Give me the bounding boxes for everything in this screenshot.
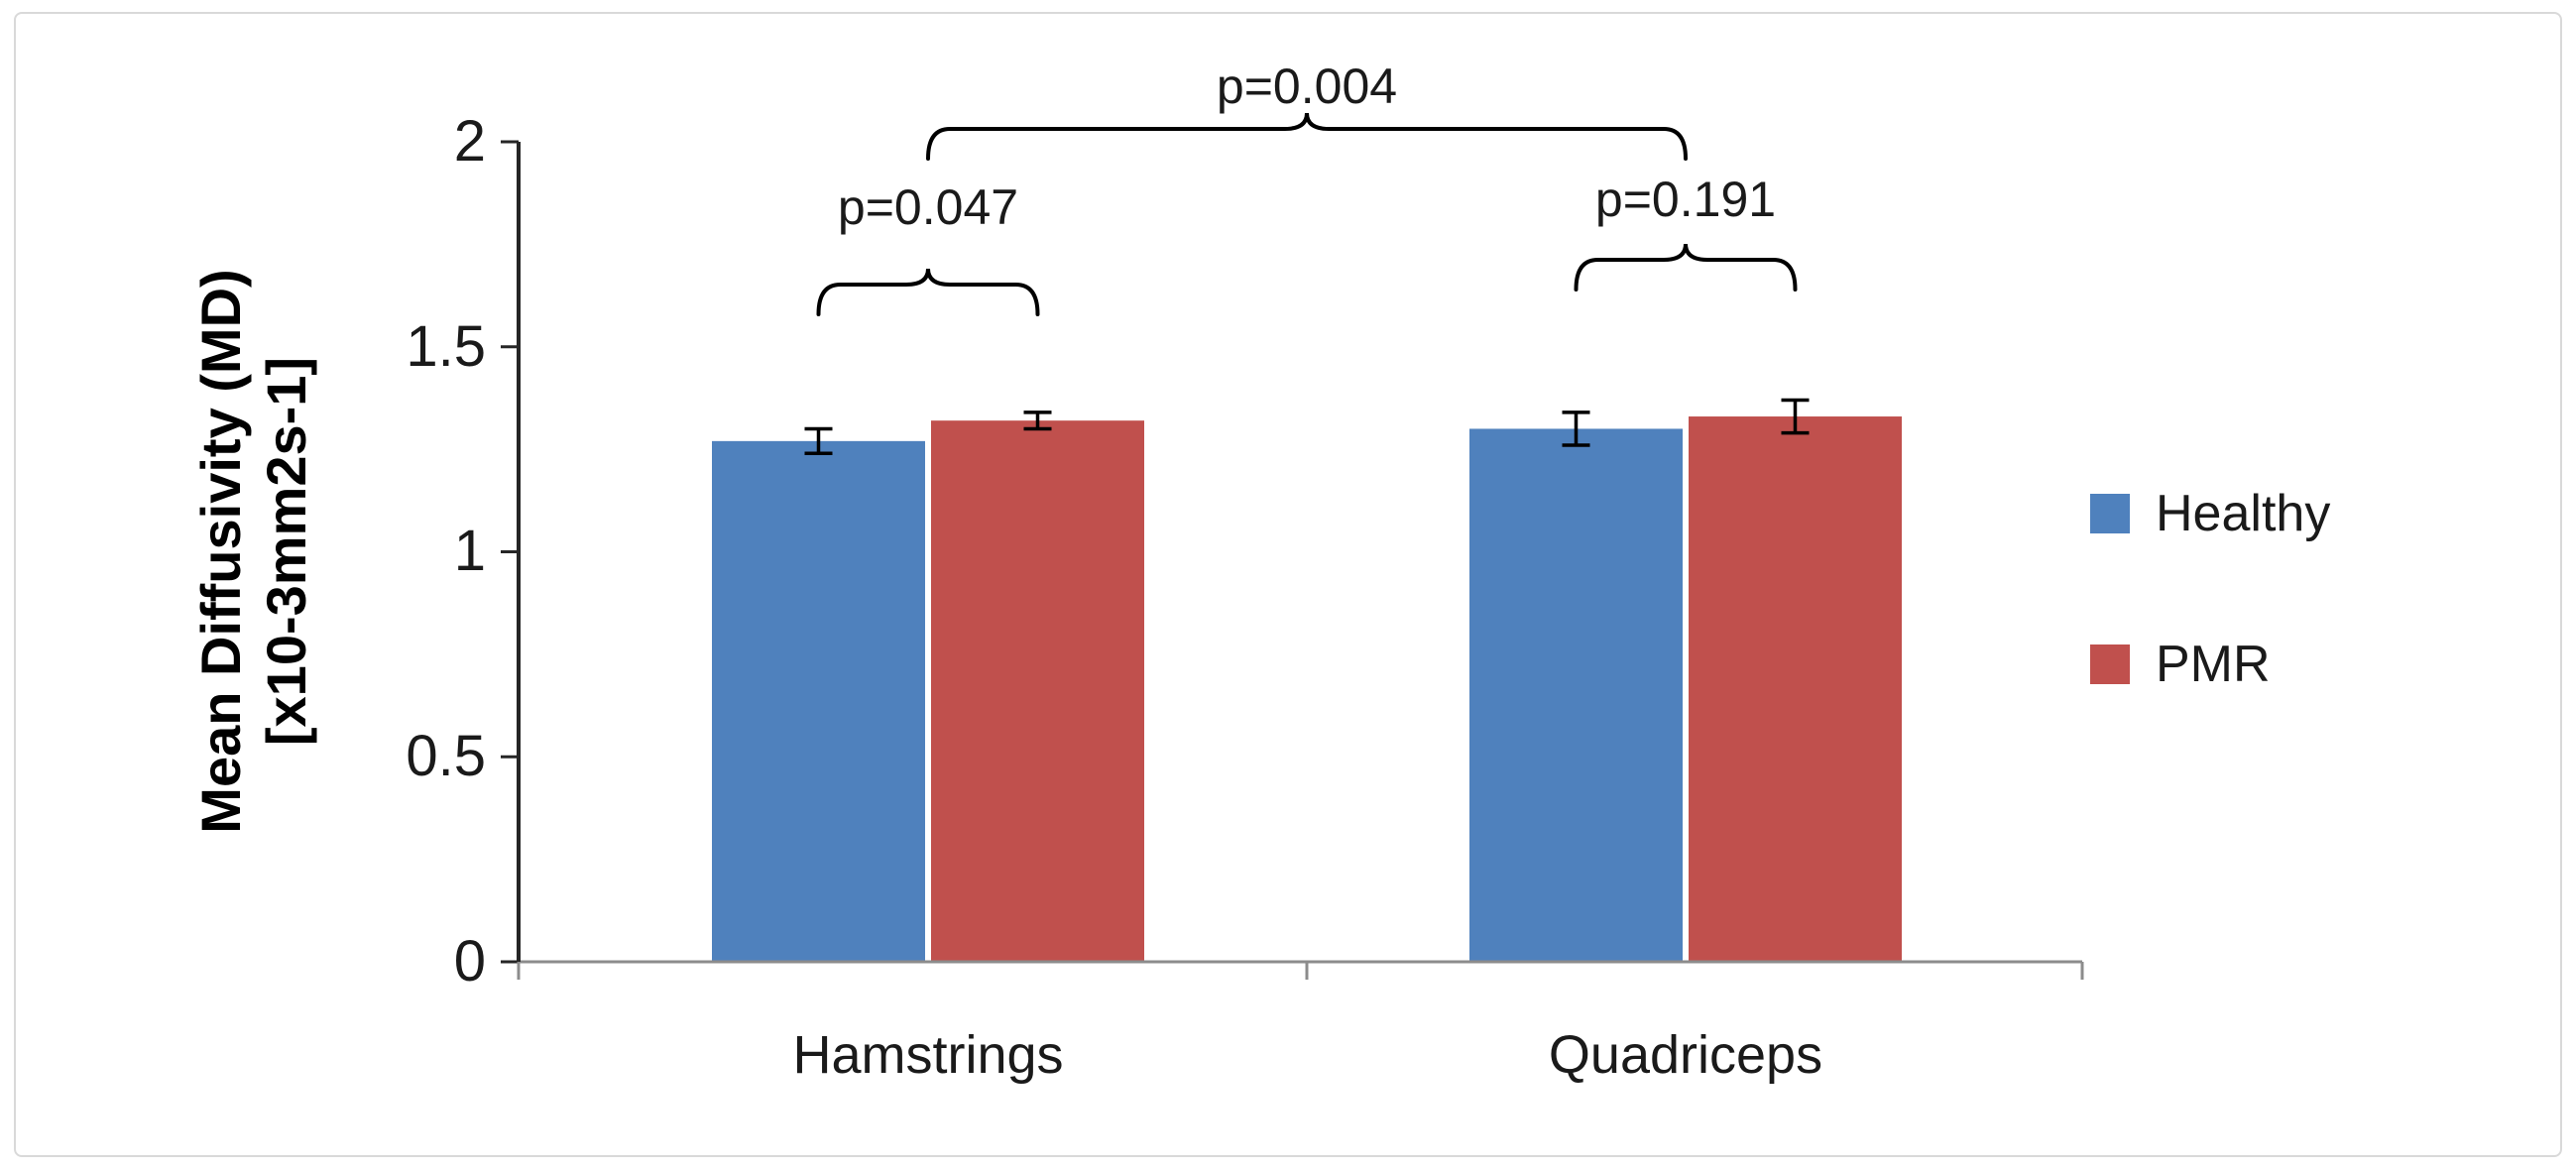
y-tick-label-0-5: 0.5 <box>406 724 486 788</box>
pvalue-label-quadriceps: p=0.191 <box>1594 172 1777 227</box>
pvalue-label-between-groups: p=0.004 <box>1216 59 1398 114</box>
legend-swatch-healthy <box>2090 494 2130 533</box>
y-tick-label-1-5: 1.5 <box>406 314 486 379</box>
y-tick-label-2: 2 <box>453 109 486 174</box>
bar-quadriceps-pmr <box>1689 416 1902 962</box>
error-bar-hamstrings-healthy <box>804 426 833 456</box>
legend-label-pmr: PMR <box>2156 636 2271 693</box>
bracket-hamstrings <box>816 268 1040 316</box>
bar-quadriceps-healthy <box>1469 428 1683 962</box>
category-label-hamstrings: Hamstrings <box>792 1025 1064 1085</box>
error-bar-quadriceps-healthy <box>1562 410 1590 447</box>
category-label-quadriceps: Quadriceps <box>1548 1025 1823 1085</box>
legend-entry-healthy: Healthy <box>2090 484 2330 543</box>
legend-swatch-pmr <box>2090 644 2130 684</box>
bar-hamstrings-healthy <box>712 440 925 963</box>
error-bar-quadriceps-pmr <box>1781 398 1810 435</box>
legend-label-healthy: Healthy <box>2156 485 2331 542</box>
pvalue-label-hamstrings: p=0.047 <box>837 179 1019 235</box>
legend: Healthy PMR <box>2090 484 2330 694</box>
error-bar-hamstrings-pmr <box>1023 410 1052 431</box>
y-axis-title-line1: Mean Diffusivity (MD) <box>189 269 252 834</box>
legend-entry-pmr: PMR <box>2090 635 2330 694</box>
y-tick-label-1: 1 <box>453 519 486 583</box>
bar-hamstrings-pmr <box>931 420 1144 962</box>
y-tick-label-0: 0 <box>453 929 486 994</box>
bracket-between-groups <box>926 112 1688 161</box>
bracket-quadriceps <box>1574 243 1798 292</box>
